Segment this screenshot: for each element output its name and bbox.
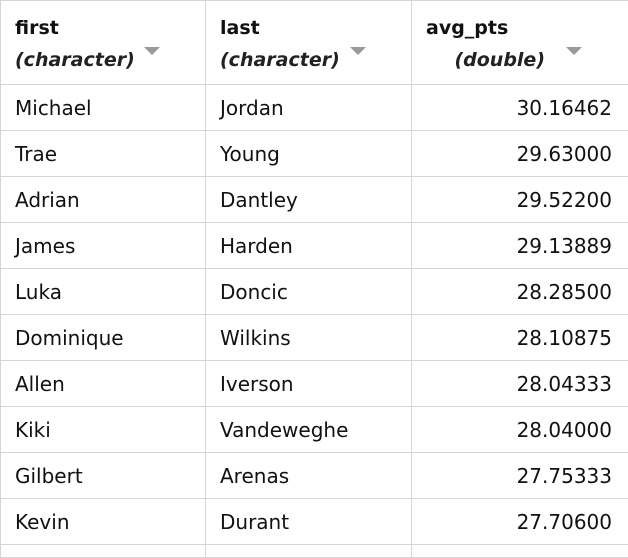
column-name: avg_pts xyxy=(426,17,508,39)
cell-avg-pts: 28.04333 xyxy=(412,361,628,407)
cell-last: Vandeweghe xyxy=(206,407,412,453)
table-row-partial xyxy=(1,545,628,558)
sort-arrow-icon[interactable] xyxy=(144,47,160,55)
cell-first: Kevin xyxy=(1,499,206,545)
column-name: first xyxy=(15,17,59,39)
cell-last: Arenas xyxy=(206,453,412,499)
cell-empty xyxy=(206,545,412,558)
sort-arrow-icon[interactable] xyxy=(350,47,366,55)
table-row: Michael Jordan 30.16462 xyxy=(1,85,628,131)
cell-avg-pts: 29.13889 xyxy=(412,223,628,269)
cell-avg-pts: 30.16462 xyxy=(412,85,628,131)
column-type: (character) xyxy=(15,49,135,71)
cell-empty xyxy=(412,545,628,558)
column-type: (double) xyxy=(454,49,545,71)
table-row: Kiki Vandeweghe 28.04000 xyxy=(1,407,628,453)
cell-first: Gilbert xyxy=(1,453,206,499)
table-row: James Harden 29.13889 xyxy=(1,223,628,269)
cell-first: Adrian xyxy=(1,177,206,223)
cell-last: Dantley xyxy=(206,177,412,223)
column-header-avg-pts[interactable]: avg_pts (double) xyxy=(412,1,628,85)
cell-last: Durant xyxy=(206,499,412,545)
cell-avg-pts: 27.75333 xyxy=(412,453,628,499)
cell-first: Luka xyxy=(1,269,206,315)
cell-last: Wilkins xyxy=(206,315,412,361)
table-row: Allen Iverson 28.04333 xyxy=(1,361,628,407)
table-row: Adrian Dantley 29.52200 xyxy=(1,177,628,223)
cell-last: Jordan xyxy=(206,85,412,131)
cell-empty xyxy=(1,545,206,558)
cell-avg-pts: 28.04000 xyxy=(412,407,628,453)
cell-avg-pts: 28.10875 xyxy=(412,315,628,361)
cell-first: Dominique xyxy=(1,315,206,361)
cell-first: Allen xyxy=(1,361,206,407)
column-type: (character) xyxy=(220,49,340,71)
cell-avg-pts: 29.63000 xyxy=(412,131,628,177)
table-row: Kevin Durant 27.70600 xyxy=(1,499,628,545)
table-row: Trae Young 29.63000 xyxy=(1,131,628,177)
cell-last: Young xyxy=(206,131,412,177)
cell-first: Kiki xyxy=(1,407,206,453)
cell-first: Trae xyxy=(1,131,206,177)
cell-first: Michael xyxy=(1,85,206,131)
column-name: last xyxy=(220,17,260,39)
cell-avg-pts: 28.28500 xyxy=(412,269,628,315)
sort-arrow-icon[interactable] xyxy=(566,47,582,55)
table-row: Luka Doncic 28.28500 xyxy=(1,269,628,315)
cell-last: Harden xyxy=(206,223,412,269)
cell-last: Doncic xyxy=(206,269,412,315)
cell-last: Iverson xyxy=(206,361,412,407)
header-row: first (character) last (character) avg_p… xyxy=(1,1,628,85)
cell-avg-pts: 29.52200 xyxy=(412,177,628,223)
cell-avg-pts: 27.70600 xyxy=(412,499,628,545)
column-header-first[interactable]: first (character) xyxy=(1,1,206,85)
cell-first: James xyxy=(1,223,206,269)
column-header-last[interactable]: last (character) xyxy=(206,1,412,85)
table-row: Dominique Wilkins 28.10875 xyxy=(1,315,628,361)
table-row: Gilbert Arenas 27.75333 xyxy=(1,453,628,499)
